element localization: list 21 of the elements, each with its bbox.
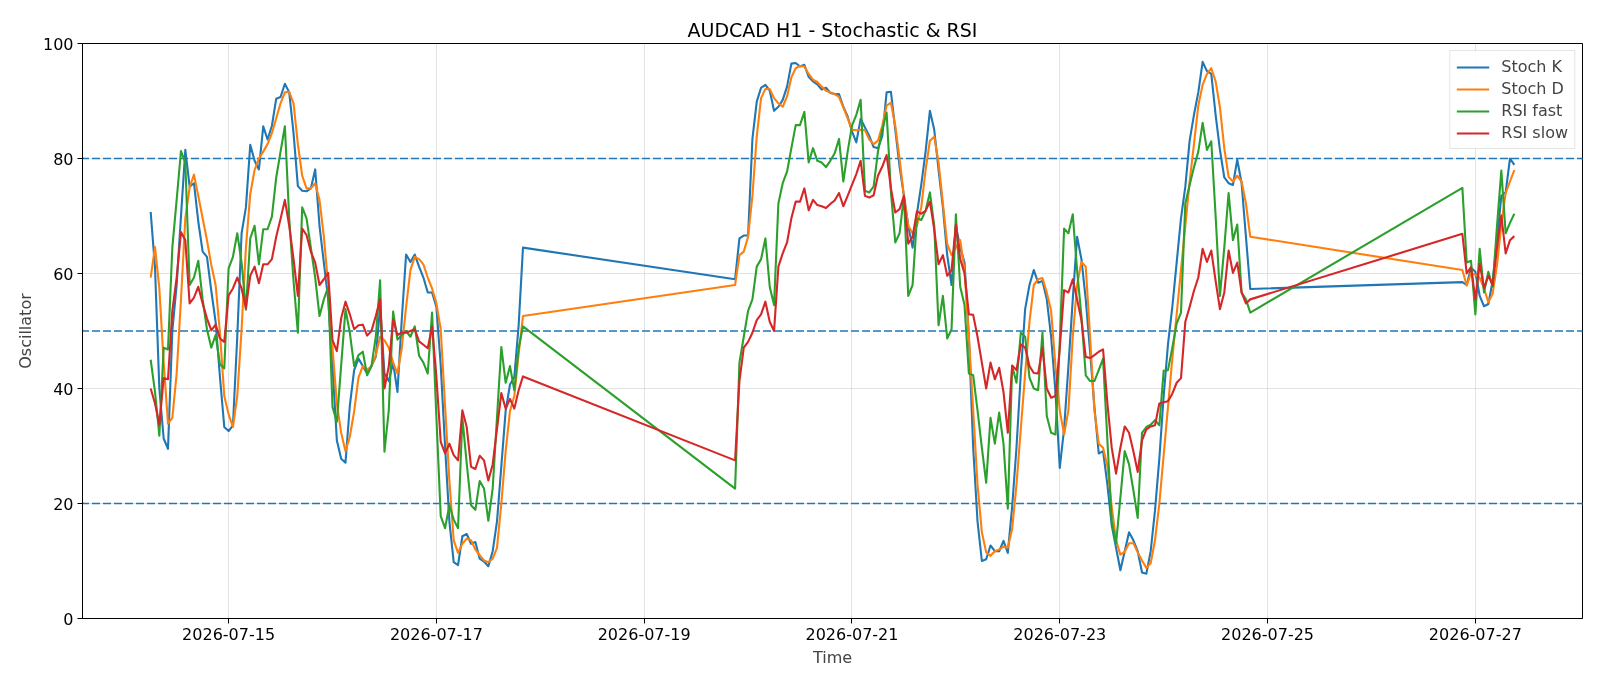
x-tick-label: 2026-07-19 [597,624,691,644]
x-tick-label: 2026-07-23 [1013,624,1107,644]
y-tick-label: 80 [53,149,74,169]
x-axis-title: Time [811,647,853,667]
legend-label: Stoch K [1501,57,1562,76]
y-tick-label: 20 [53,494,74,514]
y-tick-label: 60 [53,264,74,284]
x-tick-label: 2026-07-25 [1221,624,1315,644]
x-tick-label: 2026-07-15 [182,624,276,644]
y-tick-label: 100 [42,34,74,54]
x-tick-label: 2026-07-27 [1428,624,1522,644]
x-tick-label: 2026-07-17 [389,624,483,644]
x-tick-label: 2026-07-21 [805,624,899,644]
y-tick-label: 40 [53,379,74,399]
legend-label: RSI slow [1501,123,1568,142]
legend-label: RSI fast [1501,101,1563,120]
legend-label: Stoch D [1501,79,1564,98]
line-series [149,154,1516,482]
y-tick-label: 0 [63,609,74,629]
chart-title: AUDCAD H1 - Stochastic & RSI [687,18,978,41]
y-axis-title: Oscillator [15,292,35,369]
